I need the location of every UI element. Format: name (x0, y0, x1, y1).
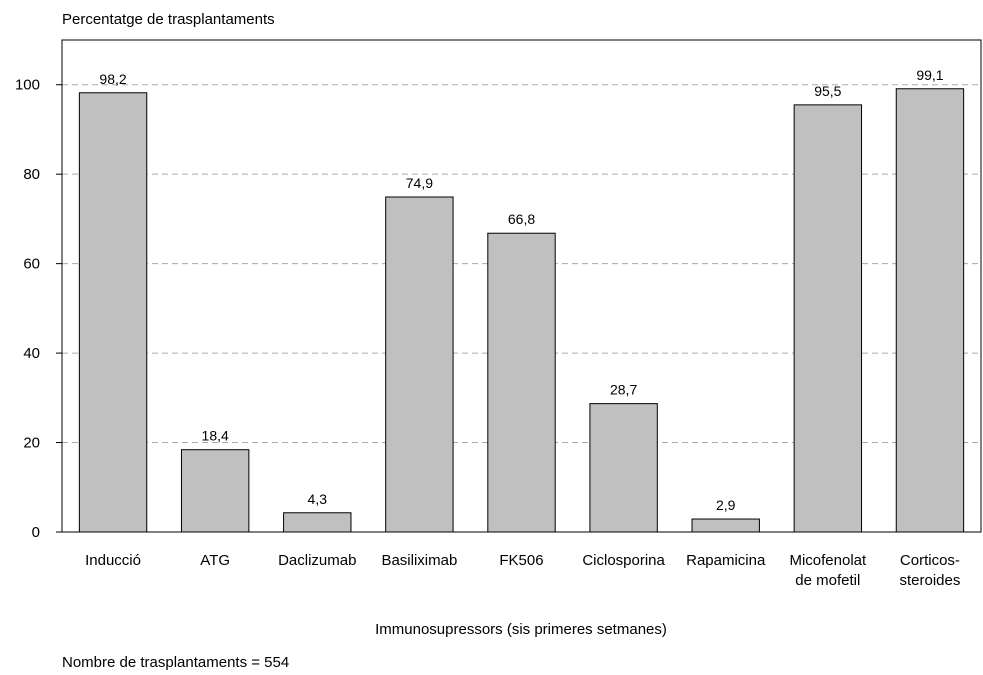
y-tick-label: 100 (15, 77, 40, 94)
y-tick-label: 80 (23, 166, 40, 183)
x-tick-label: Basiliximab (381, 552, 457, 569)
bar (283, 512, 352, 533)
x-tick-label: Micofenolat de mofetil (789, 552, 867, 589)
x-tick-label: Daclizumab (278, 552, 356, 569)
note: Nombre de trasplantaments = 554 (62, 654, 289, 671)
value-label: 2,9 (716, 497, 736, 513)
y-tick-label: 20 (23, 435, 40, 452)
y-tick-label: 40 (23, 345, 40, 362)
value-label: 4,3 (308, 491, 328, 507)
x-axis-label: Immunosupressors (sis primeres setmanes) (375, 621, 667, 638)
x-tick-label: Ciclosporina (582, 552, 665, 569)
x-tick-label: Corticos-steroides (900, 552, 961, 589)
x-tick-label: Rapamicina (686, 552, 766, 569)
value-label: 66,8 (508, 211, 535, 227)
x-tick-label: ATG (200, 552, 230, 569)
bar (589, 403, 658, 533)
bar (78, 92, 148, 533)
y-tick-label: 60 (23, 256, 40, 273)
value-label: 28,7 (610, 382, 637, 398)
y-axis-label: Percentatge de trasplantaments (62, 11, 275, 28)
bar (691, 518, 760, 533)
value-label: 95,5 (814, 83, 841, 99)
x-tick-label: Inducció (85, 552, 141, 569)
value-label: 18,4 (202, 428, 229, 444)
bar (487, 232, 556, 533)
x-tick-label: FK506 (499, 552, 543, 569)
value-label: 98,2 (99, 71, 126, 87)
bar (793, 104, 863, 533)
y-tick-label: 0 (32, 524, 40, 541)
bar (895, 88, 965, 533)
bar (385, 196, 454, 533)
value-label: 99,1 (916, 67, 943, 83)
bar (180, 449, 250, 533)
value-label: 74,9 (406, 175, 433, 191)
